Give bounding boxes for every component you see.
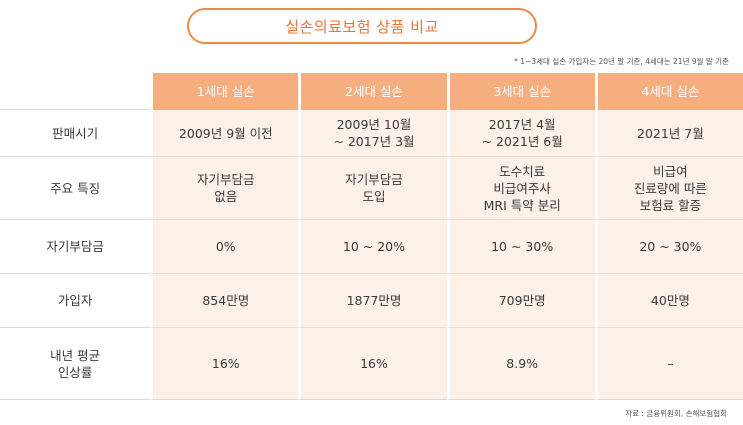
- source-credit: 자료 : 금융위원회, 손해보험협회: [625, 409, 727, 418]
- cell-line: 16%: [211, 356, 240, 371]
- table-row-subscribers: 가입자 854만명 1877만명 709만명 40만명: [0, 274, 743, 328]
- cell-sale-period-gen2: 2009년 10월 ~ 2017년 3월: [298, 110, 447, 157]
- row-label-deductible: 자기부담금: [0, 220, 151, 274]
- footnote: * 1~3세대 실손 가입자는 20년 말 기준, 4세대는 21년 9월 말 …: [514, 57, 729, 66]
- cell-key-features-gen4: 비급여 진료량에 따른 보험료 할증: [594, 157, 743, 220]
- header-corner: [0, 73, 151, 110]
- cell-sale-period-gen4: 2021년 7월: [594, 110, 743, 157]
- table-row-avg-increase: 내년 평균 인상률 16% 16% 8.9% –: [0, 328, 743, 400]
- cell-line: 2009년 10월: [336, 117, 412, 132]
- cell-line: 도수치료: [499, 163, 546, 179]
- cell-line: 1877만명: [346, 293, 402, 308]
- cell-line: 2009년 9월 이전: [178, 125, 273, 141]
- row-label-line: 가입자: [57, 293, 93, 308]
- row-label-line: 내년 평균: [50, 347, 101, 363]
- cell-avg-increase-gen3: 8.9%: [446, 328, 595, 400]
- cell-line: MRI 특약 분리: [483, 197, 561, 213]
- cell-line: 10 ~ 30%: [491, 239, 554, 254]
- cell-line: 도입: [362, 189, 386, 204]
- column-header-gen1: 1세대 실손: [150, 73, 299, 110]
- cell-subscribers-gen4: 40만명: [594, 274, 743, 328]
- cell-line: 854만명: [202, 293, 250, 308]
- column-header-gen4: 4세대 실손: [594, 73, 743, 110]
- cell-subscribers-gen1: 854만명: [150, 274, 299, 328]
- cell-sale-period-gen3: 2017년 4월 ~ 2021년 6월: [446, 110, 595, 157]
- cell-deductible-gen2: 10 ~ 20%: [298, 220, 447, 274]
- cell-line: 16%: [360, 356, 388, 371]
- row-label-line: 판매시기: [52, 125, 99, 141]
- row-label-line: 주요 특징: [50, 180, 101, 196]
- row-label-avg-increase: 내년 평균 인상률: [0, 328, 151, 400]
- cell-line: 진료량에 따른: [633, 180, 707, 196]
- cell-line: ~ 2017년 3월: [333, 134, 415, 149]
- cell-line: 10 ~ 20%: [342, 239, 406, 254]
- page-title: 실손의료보험 상품 비교: [187, 8, 537, 44]
- row-label-line: 인상률: [57, 364, 93, 380]
- cell-line: –: [667, 356, 674, 371]
- cell-subscribers-gen3: 709만명: [446, 274, 595, 328]
- cell-line: 40만명: [650, 293, 690, 308]
- row-label-sale-period: 판매시기: [0, 110, 151, 157]
- cell-key-features-gen3: 도수치료 비급여주사 MRI 특약 분리: [446, 157, 595, 220]
- cell-line: ~ 2021년 6월: [481, 134, 563, 149]
- comparison-table: 1세대 실손 2세대 실손 3세대 실손 4세대 실손 판매시기 2009년 9월…: [0, 73, 743, 400]
- cell-line: 비급여: [653, 163, 688, 179]
- cell-line: 8.9%: [506, 356, 539, 371]
- row-label-subscribers: 가입자: [0, 274, 151, 328]
- row-label-line: 자기부담금: [46, 239, 104, 254]
- cell-subscribers-gen2: 1877만명: [298, 274, 447, 328]
- cell-avg-increase-gen1: 16%: [150, 328, 299, 400]
- cell-line: 없음: [214, 189, 238, 204]
- cell-avg-increase-gen4: –: [594, 328, 743, 400]
- cell-avg-increase-gen2: 16%: [298, 328, 447, 400]
- cell-deductible-gen4: 20 ~ 30%: [594, 220, 743, 274]
- table-row-key-features: 주요 특징 자기부담금 없음 자기부담금 도입 도수치료 비급여주사 MRI 특약 분리 비급여…: [0, 157, 743, 220]
- column-header-gen3: 3세대 실손: [446, 73, 595, 110]
- cell-line: 보험료 할증: [639, 197, 702, 213]
- cell-deductible-gen1: 0%: [150, 220, 299, 274]
- cell-line: 709만명: [498, 293, 546, 308]
- cell-sale-period-gen1: 2009년 9월 이전: [150, 110, 299, 157]
- cell-line: 20 ~ 30%: [639, 239, 702, 254]
- cell-deductible-gen3: 10 ~ 30%: [446, 220, 595, 274]
- row-label-key-features: 주요 특징: [0, 157, 151, 220]
- table-row-sale-period: 판매시기 2009년 9월 이전 2009년 10월 ~ 2017년 3월 2017년 …: [0, 110, 743, 157]
- column-header-gen2: 2세대 실손: [298, 73, 447, 110]
- table-row-deductible: 자기부담금 0% 10 ~ 20% 10 ~ 30% 20 ~ 30%: [0, 220, 743, 274]
- cell-line: 자기부담금: [345, 172, 403, 187]
- cell-line: 비급여주사: [493, 180, 551, 196]
- cell-line: 2017년 4월: [488, 117, 556, 132]
- cell-line: 2021년 7월: [637, 125, 704, 141]
- cell-line: 0%: [215, 239, 236, 254]
- cell-line: 자기부담금: [197, 172, 255, 187]
